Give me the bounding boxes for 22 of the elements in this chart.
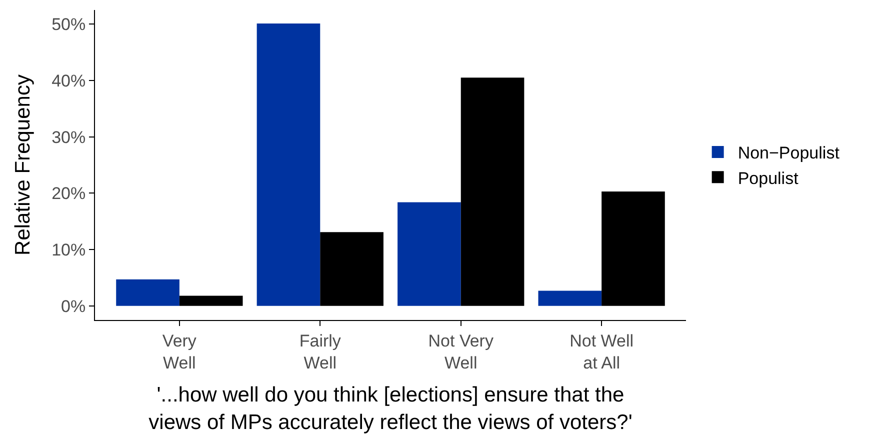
bar	[460, 78, 524, 306]
legend-label: Populist	[738, 168, 799, 188]
y-tick-label: 40%	[52, 71, 86, 90]
y-tick-label: 20%	[52, 184, 86, 204]
y-axis-title: Relative Frequency	[12, 74, 35, 256]
bar	[398, 202, 461, 306]
bar	[320, 232, 384, 306]
bar	[602, 191, 665, 306]
y-tick-label: 30%	[52, 128, 86, 147]
x-tick-label: Very Well	[162, 331, 197, 372]
bar	[179, 296, 243, 306]
x-tick-label: Fairly Well	[299, 331, 342, 372]
bar	[256, 24, 320, 306]
x-tick-label: Not Very Well	[428, 331, 494, 372]
y-tick-label: 10%	[52, 240, 86, 260]
bar	[116, 279, 180, 306]
x-axis-title: '...how well do you think [elections] ensure that the views of MPs accurately reflect the views of voters?'	[148, 384, 632, 434]
x-tick-label: Not Well at All	[570, 331, 634, 372]
bar	[538, 290, 602, 306]
legend-label: Non−Populist	[738, 144, 840, 163]
y-tick-label: 50%	[52, 15, 86, 34]
y-tick-label: 0%	[61, 296, 86, 316]
